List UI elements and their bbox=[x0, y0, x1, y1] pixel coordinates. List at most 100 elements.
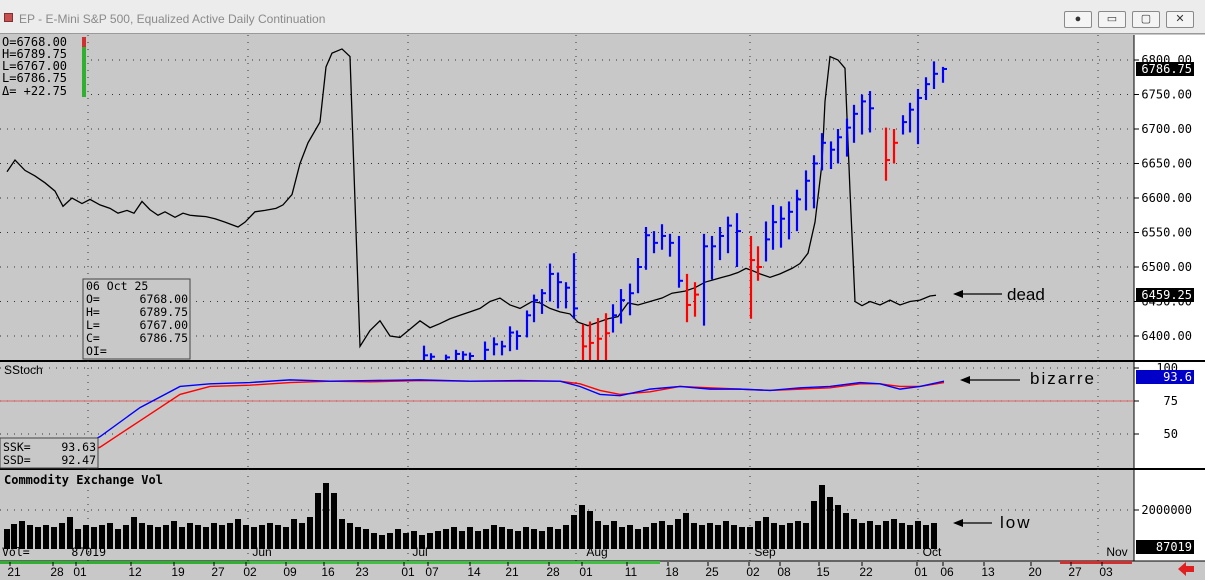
volume-bar bbox=[651, 523, 657, 549]
date-axis-label: 22 bbox=[859, 565, 873, 579]
volume-bar bbox=[659, 521, 665, 549]
ssk-label: SSK= bbox=[3, 440, 31, 454]
date-axis-label: 12 bbox=[128, 565, 142, 579]
ohlc-bar bbox=[556, 272, 562, 309]
ohlc-bar bbox=[908, 102, 914, 133]
ohlc-bar bbox=[581, 324, 587, 360]
volume-bar bbox=[795, 521, 801, 549]
price-axis-label: 6750.00 bbox=[1141, 88, 1192, 102]
volume-bar bbox=[619, 527, 625, 549]
volume-bar bbox=[187, 523, 193, 549]
volume-bar bbox=[227, 523, 233, 549]
date-axis-label: 18 bbox=[665, 565, 679, 579]
volume-bar bbox=[587, 511, 593, 549]
month-label: Sep bbox=[754, 545, 776, 559]
stoch-title: SStoch bbox=[4, 363, 43, 377]
volume-bar bbox=[611, 521, 617, 549]
volume-bar bbox=[251, 527, 257, 549]
date-axis-label: 28 bbox=[50, 565, 64, 579]
ohlc-bar bbox=[702, 233, 708, 326]
close-button[interactable]: ✕ bbox=[1166, 11, 1194, 28]
volume-bar bbox=[427, 533, 433, 549]
ohlc-bar bbox=[764, 221, 770, 262]
ohlc-bar bbox=[628, 283, 634, 316]
readout-low: L=6767.00 bbox=[2, 59, 67, 73]
stoch-axis-label: 75 bbox=[1164, 394, 1178, 408]
date-axis-label: 06 bbox=[940, 565, 954, 579]
volume-bar bbox=[459, 531, 465, 549]
volume-bar bbox=[643, 527, 649, 549]
volume-bar bbox=[667, 525, 673, 549]
window-title: EP - E-Mini S&P 500, Equalized Active Da… bbox=[19, 12, 326, 26]
volume-bar bbox=[139, 523, 145, 549]
date-axis-label: 01 bbox=[914, 565, 928, 579]
volume-bar bbox=[91, 527, 97, 549]
volume-bar bbox=[595, 521, 601, 549]
date-axis-label: 25 bbox=[705, 565, 719, 579]
volume-bar bbox=[267, 523, 273, 549]
low-arrow-head bbox=[953, 519, 963, 527]
restore-button[interactable]: ▢ bbox=[1132, 11, 1160, 28]
volume-bar bbox=[899, 523, 905, 549]
ohlc-bar bbox=[483, 341, 489, 360]
ohlc-bar bbox=[852, 104, 858, 143]
volume-bar bbox=[507, 529, 513, 549]
volume-bar bbox=[315, 493, 321, 549]
volume-bar bbox=[83, 525, 89, 549]
data-window[interactable] bbox=[82, 278, 191, 360]
volume-bar bbox=[499, 527, 505, 549]
volume-bar bbox=[627, 525, 633, 549]
scroll-left-arrow-icon[interactable] bbox=[1178, 562, 1194, 576]
volume-bar bbox=[523, 527, 529, 549]
volume-bar bbox=[555, 529, 561, 549]
volume-bar bbox=[131, 517, 137, 549]
volume-bar bbox=[107, 523, 113, 549]
month-label: Jul bbox=[412, 545, 427, 559]
data-window-low-label: L= bbox=[86, 318, 100, 332]
ohlc-bar bbox=[779, 206, 785, 248]
price-axis-label: 6700.00 bbox=[1141, 122, 1192, 136]
bizarre-arrow-head bbox=[960, 376, 970, 384]
ohlc-bar bbox=[836, 129, 842, 164]
volume-bar bbox=[43, 525, 49, 549]
ohlc-bar bbox=[685, 273, 691, 323]
volume-bar bbox=[803, 523, 809, 549]
ohlc-bar bbox=[901, 115, 907, 135]
ohlc-bar bbox=[660, 224, 666, 250]
volume-bar bbox=[827, 497, 833, 549]
month-label: Jun bbox=[252, 545, 271, 559]
ohlc-bar bbox=[668, 233, 674, 257]
date-axis-label: 27 bbox=[1068, 565, 1082, 579]
record-button[interactable]: ● bbox=[1064, 11, 1092, 28]
volume-bar bbox=[171, 521, 177, 549]
date-axis-label: 23 bbox=[355, 565, 369, 579]
app-icon bbox=[4, 13, 13, 22]
volume-bar bbox=[147, 525, 153, 549]
date-axis-label: 13 bbox=[981, 565, 995, 579]
ohlc-bar bbox=[924, 77, 930, 101]
data-window-open-value: 6768.00 bbox=[140, 292, 189, 306]
volume-bar bbox=[395, 529, 401, 549]
volume-bar bbox=[179, 527, 185, 549]
volume-bar bbox=[323, 483, 329, 549]
date-axis-label: 14 bbox=[467, 565, 481, 579]
date-axis-label: 28 bbox=[546, 565, 560, 579]
date-axis-label: 02 bbox=[243, 565, 257, 579]
ohlc-readout-box bbox=[0, 36, 86, 98]
volume-bar bbox=[915, 521, 921, 549]
volume-bar bbox=[515, 531, 521, 549]
volume-bar bbox=[363, 529, 369, 549]
volume-bar bbox=[843, 513, 849, 549]
minimize-button[interactable]: ▭ bbox=[1098, 11, 1126, 28]
volume-bar bbox=[283, 527, 289, 549]
volume-bar bbox=[339, 519, 345, 549]
date-axis-label: 19 bbox=[171, 565, 185, 579]
ohlc-bar bbox=[525, 310, 531, 338]
data-window-high-value: 6789.75 bbox=[140, 305, 188, 319]
volume-bar bbox=[851, 519, 857, 549]
date-axis-label: 27 bbox=[211, 565, 225, 579]
volume-bar bbox=[819, 485, 825, 549]
ohlc-bar bbox=[812, 155, 818, 209]
ohlc-bar bbox=[787, 201, 793, 240]
